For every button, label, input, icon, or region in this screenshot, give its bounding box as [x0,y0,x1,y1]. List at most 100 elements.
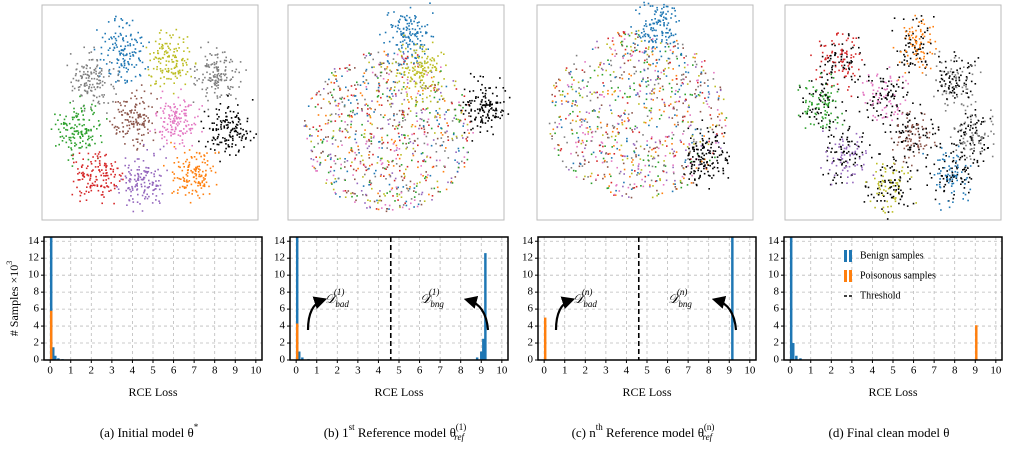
scatter-dot [417,66,420,68]
scatter-dot [861,82,864,84]
scatter-dot [451,120,454,122]
scatter-dot [136,111,138,114]
scatter-dot [434,116,436,119]
scatter-dot [575,151,578,154]
scatter-dot [915,36,917,39]
scatter-dot [178,113,181,115]
scatter-dot [422,93,424,95]
scatter-dot [196,167,198,169]
scatter-dot [841,53,843,56]
scatter-dot [698,155,700,158]
scatter-dot [706,161,708,164]
scatter-dot [635,94,637,96]
scatter-dot [893,85,895,88]
scatter-dot [710,143,713,146]
scatter-dot [355,169,358,172]
scatter-dot [638,173,641,175]
scatter-dot [637,167,640,170]
scatter-dot [876,102,879,105]
scatter-dot [144,197,146,200]
scatter-dot [189,201,192,204]
scatter-dot [920,20,923,22]
scatter-dot [674,179,676,182]
scatter-dot [417,57,420,59]
scatter-dot [582,178,585,180]
scatter-dot [228,134,231,136]
scatter-dot [445,188,448,191]
scatter-dot [313,166,315,169]
scatter-dot [445,147,447,149]
scatter-dot [657,21,659,23]
scatter-dot [354,95,357,97]
scatter-dot [151,184,154,186]
scatter-dot [89,173,92,176]
scatter-dot [426,31,428,34]
scatter-dot [177,161,180,163]
scatter-dot [837,88,840,91]
scatter-dot [834,65,837,68]
scatter-dot [330,81,333,84]
scatter-dot [172,110,175,113]
scatter-dot [378,84,381,87]
scatter-dot [709,114,712,116]
scatter-dot [665,13,667,15]
scatter-dot [135,180,137,182]
scatter-dot [331,94,333,96]
scatter-dot [600,104,603,106]
scatter-dot [357,102,359,105]
scatter-dot [177,96,180,99]
scatter-dot [369,200,371,202]
scatter-dot [348,68,350,71]
scatter-dot [834,100,837,103]
scatter-dot [430,127,433,130]
scatter-dot [558,116,561,118]
scatter-dot [616,166,618,169]
scatter-dot [888,101,890,103]
scatter-dot [166,77,168,80]
scatter-dot [454,159,456,161]
scatter-dot [346,67,348,69]
scatter-dot [219,60,222,63]
scatter-dot [431,41,434,44]
scatter-dot [235,123,238,126]
scatter-dot [367,120,369,122]
scatter-dot [114,101,117,103]
scatter-dot [105,165,107,167]
scatter-dot [426,156,428,158]
scatter-dot [136,182,138,185]
scatter-dot [96,65,98,68]
scatter-dot [205,181,208,184]
scatter-dot [579,163,582,165]
scatter-dot [172,120,174,122]
scatter-dot [122,126,125,128]
scatter-dot [170,128,173,131]
scatter-dot [452,133,455,136]
scatter-dot [235,68,238,71]
scatter-dot [311,165,314,167]
scatter-dot [161,56,164,59]
scatter-dot [649,185,651,188]
scatter-dot [213,76,215,78]
scatter-dot [951,78,954,80]
scatter-dot [163,76,165,78]
scatter-dot [423,159,425,161]
scatter-dot [919,143,922,145]
scatter-dot [368,138,370,141]
scatter-dot [387,164,390,166]
scatter-dot [897,107,899,109]
scatter-dot [373,111,375,113]
scatter-dot [847,71,849,73]
scatter-dot [908,34,910,37]
scatter-dot [431,166,434,169]
scatter-dot [430,187,433,190]
scatter-dot [688,106,690,109]
scatter-dot [92,99,95,102]
scatter-dot [919,46,921,49]
scatter-dot [108,190,110,192]
scatter-dot [218,151,220,154]
scatter-dot [973,144,976,146]
scatter-dot [164,51,166,53]
scatter-dot [169,120,172,123]
scatter-dot [184,114,186,117]
scatter-dot [347,89,349,92]
